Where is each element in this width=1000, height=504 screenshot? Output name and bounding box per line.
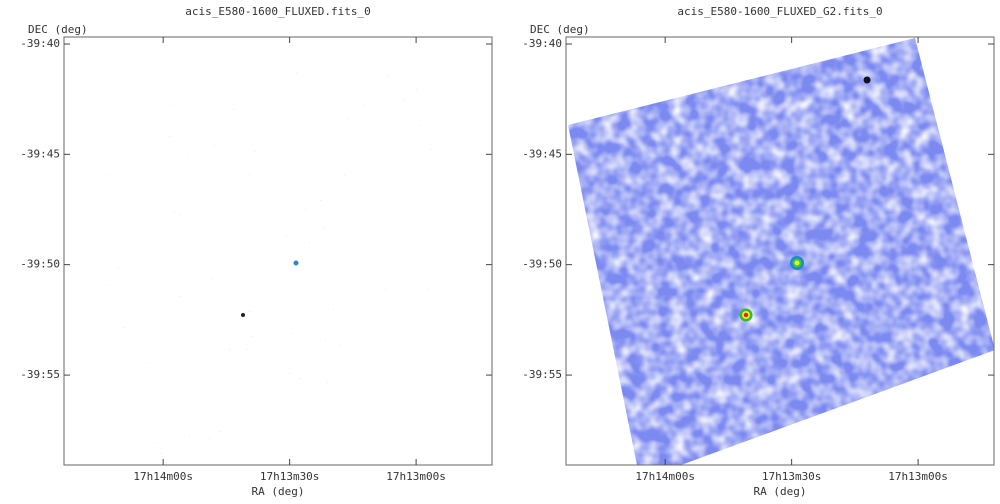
- y-axis-label: DEC (deg): [530, 23, 590, 36]
- y-tick-label: -39:50: [20, 258, 60, 271]
- image-area: [568, 38, 994, 465]
- x-axis-label: RA (deg): [252, 485, 305, 498]
- y-tick-label: -39:45: [522, 147, 562, 160]
- image: [568, 38, 994, 465]
- chart-title: acis_E580-1600_FLUXED.fits_0: [185, 5, 370, 18]
- chart-title: acis_E580-1600_FLUXED_G2.fits_0: [677, 5, 882, 18]
- source: [743, 312, 749, 318]
- source: [794, 260, 800, 266]
- plot-frame: [63, 36, 493, 466]
- source: [863, 76, 871, 84]
- x-tick-label: 17h13m30s: [762, 470, 822, 483]
- image: [66, 38, 492, 465]
- x-tick-label: 17h13m00s: [888, 470, 948, 483]
- y-axis-label: DEC (deg): [28, 23, 88, 36]
- plot-frame: [565, 36, 995, 466]
- x-tick-label: 17h13m30s: [260, 470, 320, 483]
- y-tick-label: -39:40: [522, 37, 562, 50]
- x-tick-label: 17h14m00s: [133, 470, 193, 483]
- x-axis-label: RA (deg): [754, 485, 807, 498]
- source: [293, 260, 299, 266]
- y-tick-label: -39:55: [20, 368, 60, 381]
- source: [241, 313, 245, 317]
- y-tick-label: -39:55: [522, 368, 562, 381]
- y-tick-label: -39:50: [522, 258, 562, 271]
- image-area: [66, 38, 492, 465]
- y-tick-label: -39:45: [20, 147, 60, 160]
- x-tick-label: 17h14m00s: [635, 470, 695, 483]
- x-tick-label: 17h13m00s: [386, 470, 446, 483]
- y-tick-label: -39:40: [20, 37, 60, 50]
